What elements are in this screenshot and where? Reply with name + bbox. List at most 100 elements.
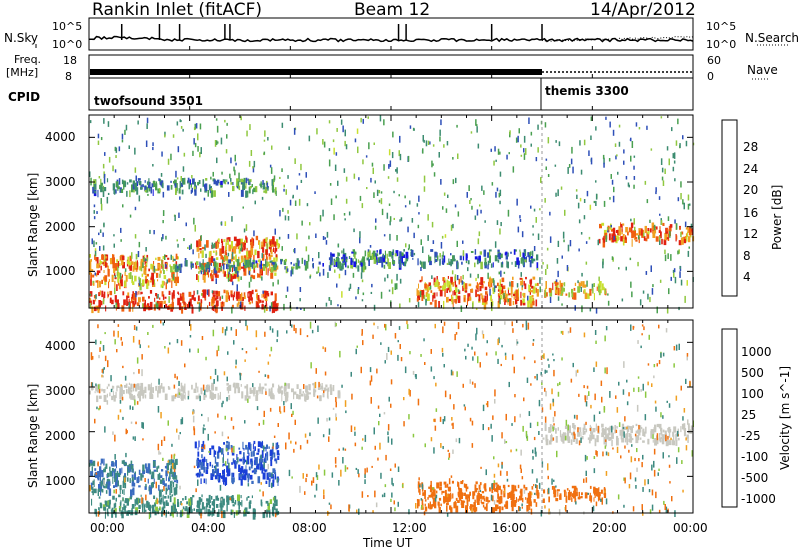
heatmap-speck bbox=[606, 227, 609, 231]
heatmap-speck bbox=[662, 352, 665, 357]
heatmap-speck bbox=[496, 187, 499, 192]
heatmap-speck bbox=[481, 330, 484, 335]
heatmap-speck bbox=[203, 424, 205, 427]
heatmap-speck bbox=[121, 396, 124, 401]
heatmap-cell bbox=[196, 473, 199, 478]
heatmap-cell bbox=[604, 429, 607, 436]
heatmap-cell bbox=[421, 276, 423, 282]
heatmap-cell bbox=[100, 503, 103, 509]
heatmap-speck bbox=[274, 228, 276, 235]
heatmap-cell bbox=[217, 393, 219, 400]
heatmap-cell bbox=[447, 498, 450, 502]
heatmap-speck bbox=[308, 135, 311, 142]
heatmap-speck bbox=[290, 262, 292, 265]
heatmap-cell bbox=[561, 286, 564, 294]
heatmap-speck bbox=[451, 423, 453, 426]
heatmap-speck bbox=[323, 495, 325, 499]
heatmap-speck bbox=[162, 220, 164, 224]
heatmap-cell bbox=[215, 250, 218, 254]
heatmap-speck bbox=[353, 173, 356, 179]
heatmap-speck bbox=[221, 327, 224, 334]
heatmap-cell bbox=[479, 494, 482, 499]
heatmap-cell bbox=[134, 297, 137, 305]
heatmap-cell bbox=[90, 259, 92, 262]
heatmap-cell bbox=[489, 286, 491, 289]
heatmap-speck bbox=[309, 432, 311, 437]
heatmap-cell bbox=[270, 387, 273, 393]
heatmap-cell bbox=[387, 258, 389, 267]
heatmap-cell bbox=[265, 303, 268, 307]
heatmap-cell bbox=[238, 291, 240, 299]
heatmap-speck bbox=[314, 389, 316, 394]
heatmap-speck bbox=[246, 130, 248, 137]
heatmap-cell bbox=[270, 391, 273, 399]
heatmap-speck bbox=[579, 140, 581, 146]
heatmap-cell bbox=[222, 256, 225, 262]
heatmap-speck bbox=[530, 508, 533, 515]
heatmap-cell bbox=[454, 287, 458, 294]
heatmap-cell bbox=[239, 458, 243, 462]
heatmap-cell bbox=[181, 306, 184, 314]
heatmap-cell bbox=[181, 392, 183, 395]
heatmap-speck bbox=[467, 343, 469, 347]
heatmap-cell bbox=[656, 423, 660, 428]
heatmap-speck bbox=[387, 176, 390, 179]
heatmap-cell bbox=[95, 273, 98, 277]
heatmap-cell bbox=[211, 270, 213, 273]
heatmap-cell bbox=[691, 228, 694, 233]
heatmap-cell bbox=[250, 458, 252, 463]
heatmap-cell bbox=[299, 388, 302, 395]
heatmap-cell bbox=[124, 271, 126, 276]
heatmap-speck bbox=[89, 171, 91, 177]
heatmap-cell bbox=[202, 259, 204, 264]
heatmap-cell bbox=[111, 509, 114, 515]
heatmap-speck bbox=[441, 347, 444, 353]
heatmap-cell bbox=[504, 290, 507, 295]
heatmap-cell bbox=[291, 266, 294, 275]
heatmap-speck bbox=[265, 391, 267, 395]
heatmap-cell bbox=[498, 295, 500, 303]
heatmap-cell bbox=[252, 508, 256, 512]
heatmap-speck bbox=[104, 152, 106, 156]
heatmap-cell bbox=[165, 303, 168, 309]
heatmap-cell bbox=[502, 285, 504, 293]
heatmap-speck bbox=[657, 472, 659, 476]
heatmap-speck bbox=[664, 249, 666, 255]
heatmap-speck bbox=[629, 472, 632, 480]
heatmap-cell bbox=[498, 252, 502, 260]
heatmap-cell bbox=[529, 251, 532, 255]
velocity-frame bbox=[88, 319, 694, 514]
heatmap-cell bbox=[598, 238, 601, 244]
heatmap-speck bbox=[135, 175, 137, 182]
heatmap-speck bbox=[530, 205, 532, 209]
heatmap-speck bbox=[255, 347, 258, 350]
heatmap-cell bbox=[212, 469, 215, 475]
heatmap-speck bbox=[391, 152, 394, 159]
heatmap-cell bbox=[261, 450, 264, 458]
heatmap-cell bbox=[269, 478, 271, 482]
heatmap-cell bbox=[158, 472, 161, 479]
heatmap-speck bbox=[517, 484, 520, 489]
heatmap-speck bbox=[285, 189, 287, 195]
heatmap-cell bbox=[500, 498, 503, 504]
heatmap-speck bbox=[535, 157, 538, 162]
heatmap-speck bbox=[307, 396, 310, 399]
heatmap-speck bbox=[499, 189, 502, 196]
heatmap-cell bbox=[134, 182, 138, 190]
heatmap-cell bbox=[182, 506, 185, 510]
heatmap-cell bbox=[158, 508, 160, 511]
heatmap-cell bbox=[163, 300, 166, 304]
heatmap-cell bbox=[274, 472, 277, 480]
heatmap-speck bbox=[449, 394, 451, 400]
axis-ticks bbox=[88, 46, 694, 513]
heatmap-speck bbox=[497, 358, 499, 364]
heatmap-speck bbox=[443, 192, 446, 196]
heatmap-cell bbox=[129, 179, 132, 183]
heatmap-cell bbox=[460, 480, 464, 485]
heatmap-cell bbox=[577, 432, 581, 437]
heatmap-speck bbox=[542, 262, 544, 265]
heatmap-speck bbox=[177, 146, 180, 153]
heatmap-speck bbox=[149, 229, 151, 234]
heatmap-cell bbox=[131, 279, 133, 284]
heatmap-speck bbox=[247, 398, 249, 403]
